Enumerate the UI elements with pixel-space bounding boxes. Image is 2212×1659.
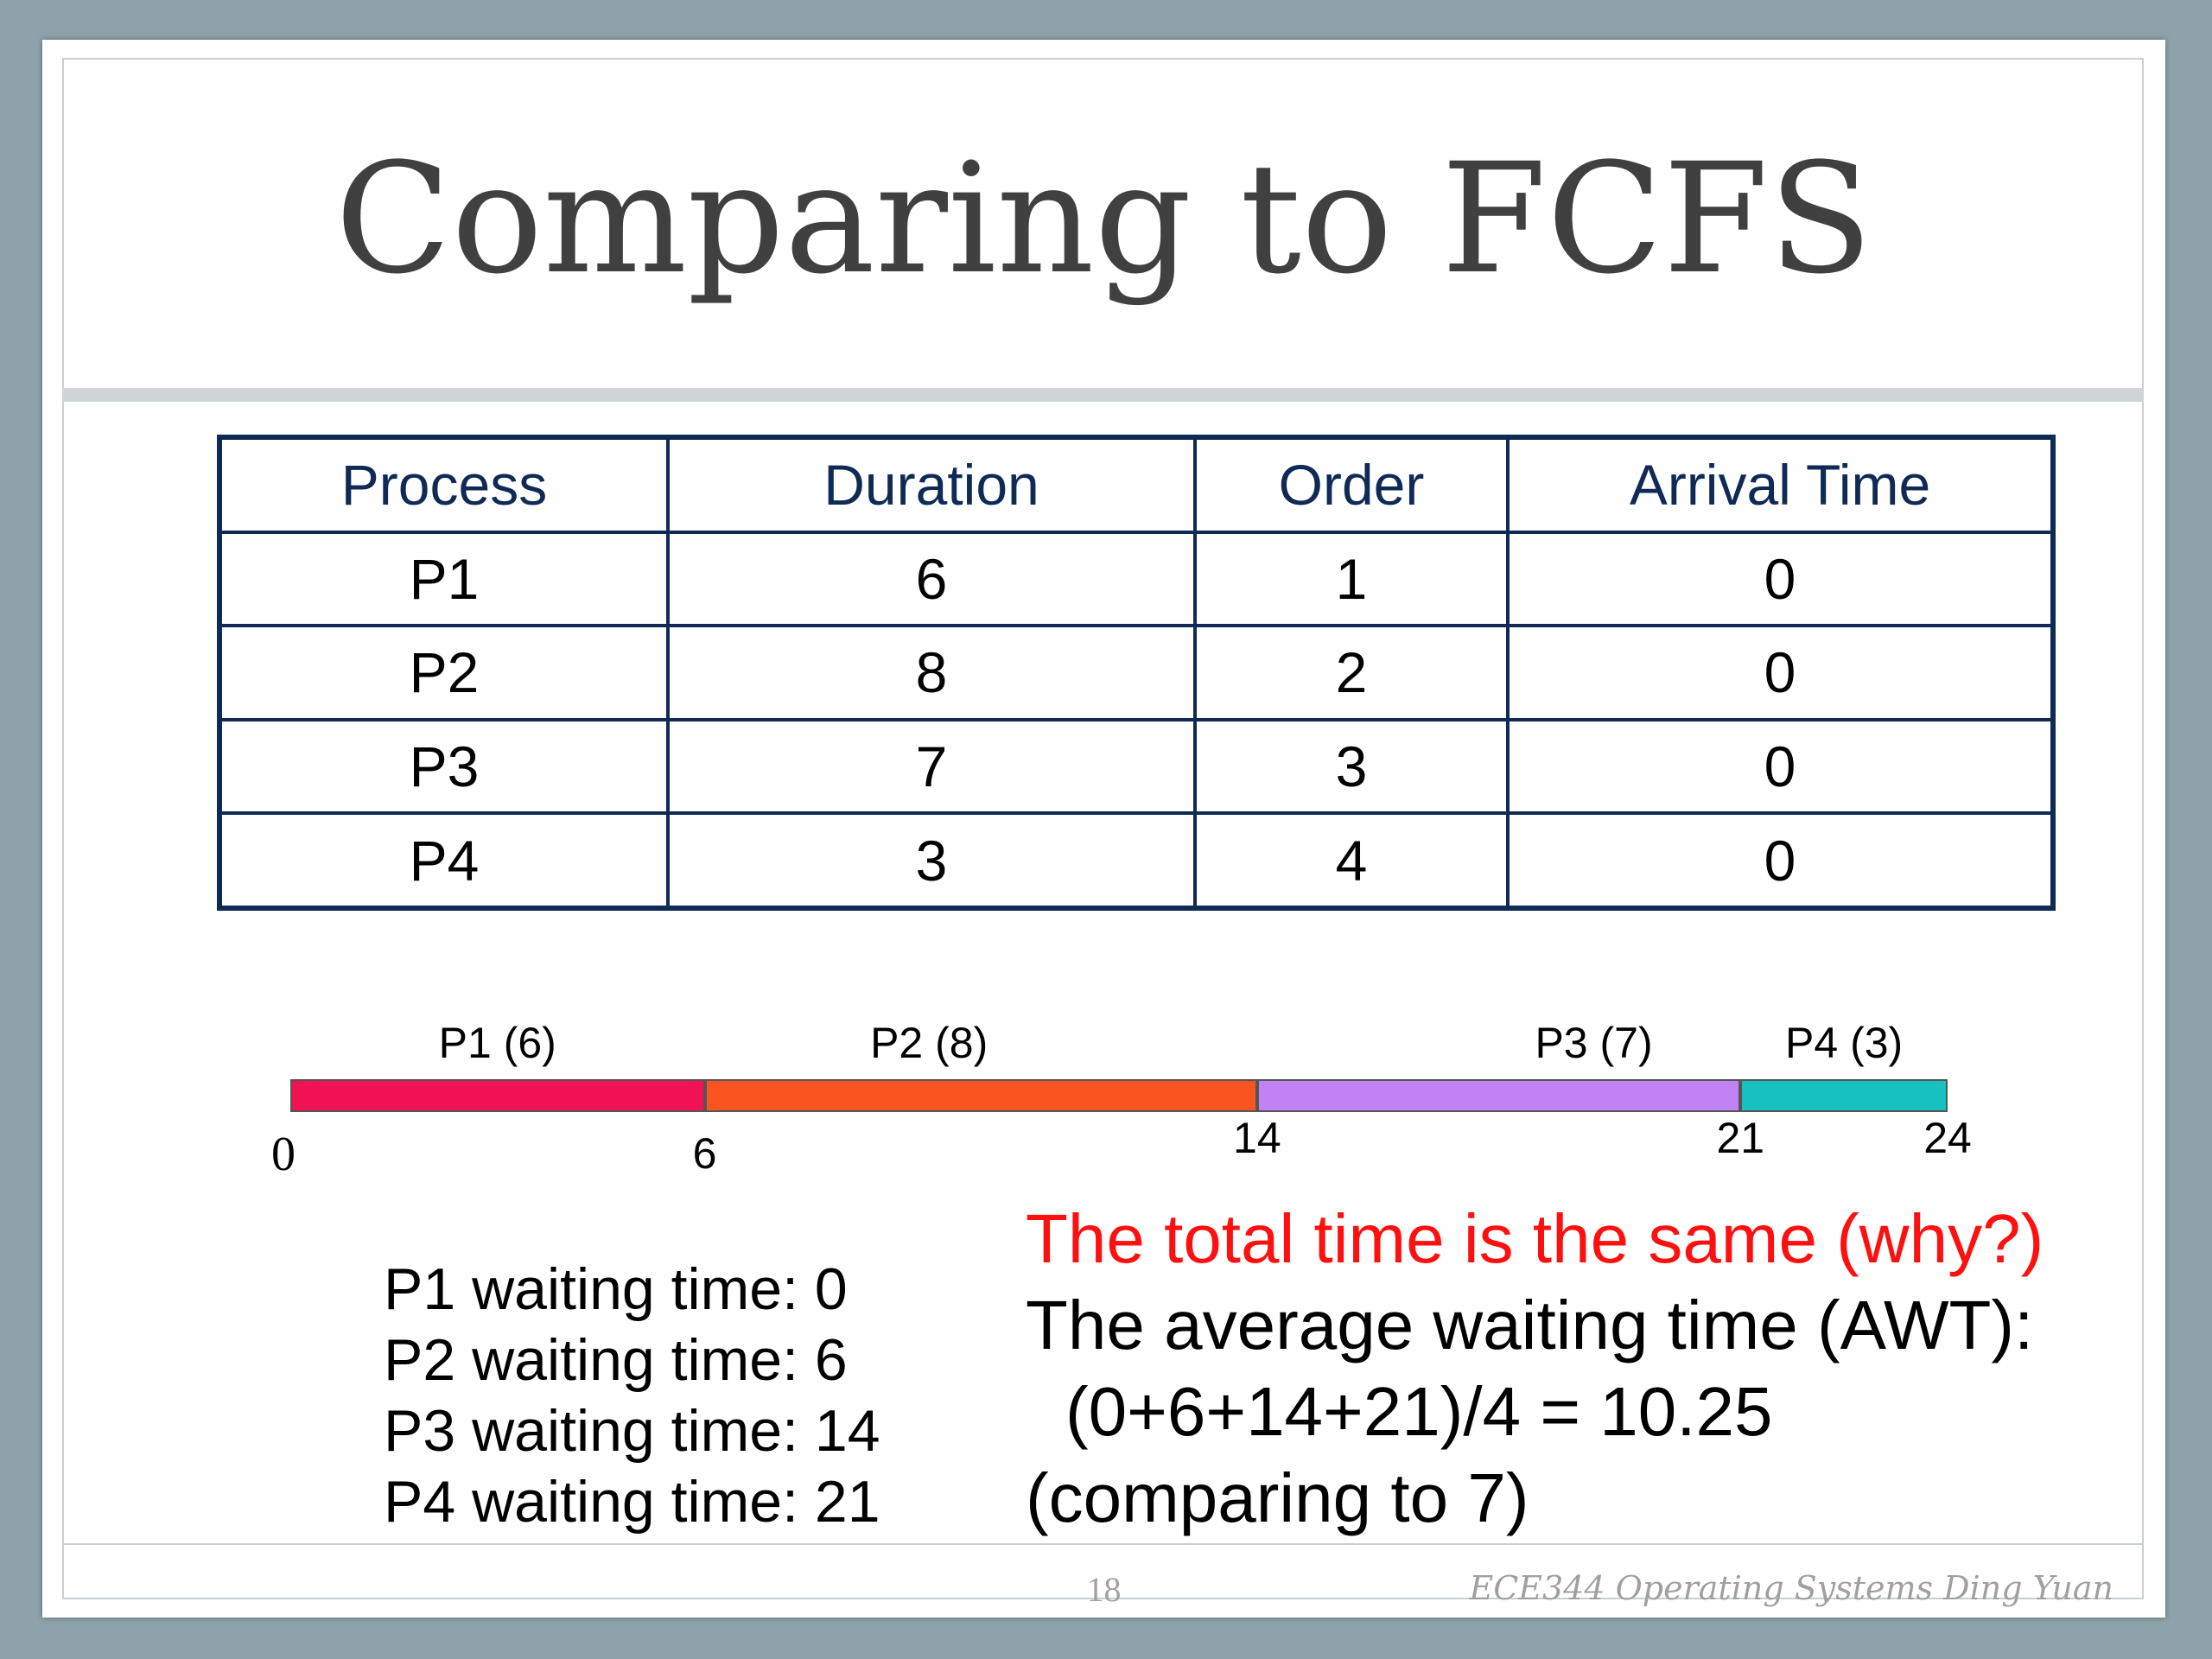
cell-process: P2 bbox=[218, 624, 670, 721]
cell-arrival: 0 bbox=[1506, 811, 2055, 910]
cell-duration: 8 bbox=[666, 624, 1197, 721]
notes-block: The total time is the same (why?) The av… bbox=[1026, 1196, 2044, 1537]
page-number: 18 bbox=[1086, 1570, 1122, 1609]
awt-heading: The average waiting time (AWT): bbox=[1026, 1287, 2034, 1363]
gantt-tick-0: 0 bbox=[271, 1128, 296, 1181]
gantt-bar-p4 bbox=[1740, 1079, 1948, 1112]
gantt-tick-14: 14 bbox=[1233, 1114, 1281, 1162]
gantt-tick-24: 24 bbox=[1923, 1114, 1972, 1162]
cell-duration: 3 bbox=[666, 811, 1197, 910]
cell-process: P4 bbox=[218, 811, 670, 910]
gantt-label-p3: P3 (7) bbox=[1535, 1019, 1653, 1067]
title-divider bbox=[62, 388, 2144, 402]
cell-order: 3 bbox=[1193, 717, 1510, 816]
gantt-tick-21: 21 bbox=[1716, 1114, 1765, 1162]
awt-comparison: (comparing to 7) bbox=[1026, 1459, 1529, 1536]
cell-duration: 6 bbox=[666, 530, 1197, 628]
awt-formula: (0+6+14+21)/4 = 10.25 bbox=[1065, 1373, 1773, 1450]
cell-arrival: 0 bbox=[1506, 624, 2055, 721]
footer-divider bbox=[62, 1543, 2144, 1545]
footer-course-note: ECE344 Operating Systems Ding Yuan bbox=[1469, 1569, 2113, 1607]
gantt-bar-p3 bbox=[1256, 1079, 1741, 1112]
gantt-label-p1: P1 (6) bbox=[438, 1019, 556, 1067]
table-row: P4 3 4 0 bbox=[218, 811, 2055, 910]
table-header-row: Process Duration Order Arrival Time bbox=[218, 435, 2055, 534]
total-time-note: The total time is the same (why?) bbox=[1026, 1200, 2044, 1277]
cell-duration: 7 bbox=[666, 717, 1197, 816]
header-order: Order bbox=[1193, 435, 1510, 534]
waiting-time-p3: P3 waiting time: 14 bbox=[384, 1398, 880, 1464]
gantt-tick-6: 6 bbox=[692, 1129, 717, 1178]
gantt-label-p4: P4 (3) bbox=[1785, 1019, 1904, 1067]
cell-arrival: 0 bbox=[1506, 717, 2055, 816]
slide-frame bbox=[62, 58, 2144, 1599]
header-process: Process bbox=[218, 435, 670, 534]
gantt-label-p2: P2 (8) bbox=[870, 1019, 988, 1067]
cell-arrival: 0 bbox=[1506, 530, 2055, 628]
gantt-bar-p1 bbox=[290, 1079, 705, 1112]
waiting-time-list: P1 waiting time: 0 P2 waiting time: 6 P3… bbox=[384, 1254, 880, 1537]
cell-order: 1 bbox=[1193, 530, 1510, 628]
waiting-time-p2: P2 waiting time: 6 bbox=[384, 1327, 848, 1393]
gantt-bar-p2 bbox=[704, 1079, 1257, 1112]
table-row: P3 7 3 0 bbox=[218, 717, 2055, 816]
table-row: P1 6 1 0 bbox=[218, 530, 2055, 628]
cell-process: P1 bbox=[218, 530, 670, 628]
header-arrival-time: Arrival Time bbox=[1506, 435, 2055, 534]
waiting-time-p4: P4 waiting time: 21 bbox=[384, 1469, 880, 1535]
slide: Comparing to FCFS Process Duration Order… bbox=[42, 40, 2165, 1618]
table-row: P2 8 2 0 bbox=[218, 624, 2055, 721]
waiting-time-p1: P1 waiting time: 0 bbox=[384, 1256, 848, 1322]
cell-order: 4 bbox=[1193, 811, 1510, 910]
cell-order: 2 bbox=[1193, 624, 1510, 721]
slide-title: Comparing to FCFS bbox=[334, 130, 1873, 308]
cell-process: P3 bbox=[218, 717, 670, 816]
header-duration: Duration bbox=[666, 435, 1197, 534]
process-table: Process Duration Order Arrival Time P1 6… bbox=[217, 435, 2056, 911]
